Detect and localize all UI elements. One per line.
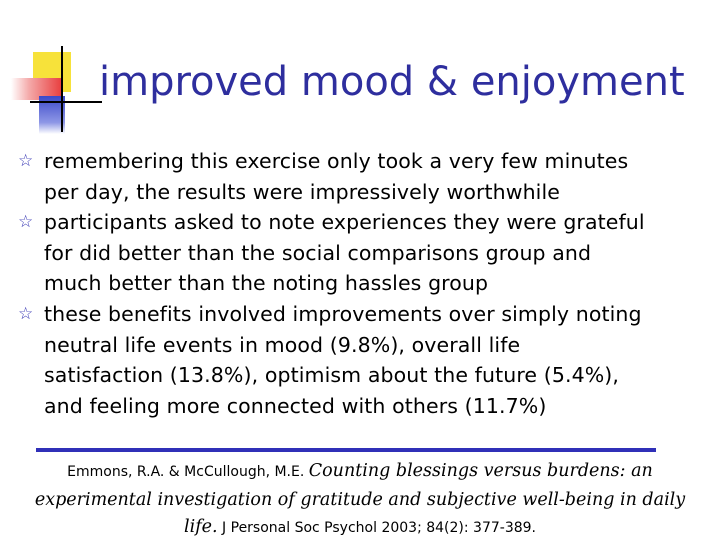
- bullet-item: ☆ these benefits involved improvements o…: [18, 299, 718, 421]
- bullet-list: ☆ remembering this exercise only took a …: [18, 146, 718, 421]
- bullet-item: ☆ participants asked to note experiences…: [18, 207, 718, 299]
- citation-title-line3: life.: [184, 517, 218, 537]
- bullet-item: ☆ remembering this exercise only took a …: [18, 146, 718, 207]
- divider-rule: [36, 448, 656, 452]
- bullet-text: remembering this exercise only took a ve…: [44, 149, 629, 204]
- citation-authors: Emmons, R.A. & McCullough, M.E.: [67, 464, 309, 480]
- bullet-text: participants asked to note experiences t…: [44, 210, 645, 296]
- slide-title: improved mood & enjoyment: [99, 59, 685, 105]
- decorative-red-bar: [11, 78, 63, 100]
- star-bullet-icon: ☆: [18, 212, 34, 233]
- citation-title-line1: Counting blessings versus burdens: an: [308, 461, 653, 481]
- star-bullet-icon: ☆: [18, 151, 34, 171]
- star-bullet-icon: ☆: [18, 303, 34, 324]
- bullet-text: these benefits involved improvements ove…: [44, 301, 642, 418]
- decorative-horizontal-line: [30, 101, 102, 103]
- citation-title-line2: experimental investigation of gratitude …: [34, 489, 686, 510]
- citation-journal: J Personal Soc Psychol 2003; 84(2): 377-…: [217, 520, 536, 536]
- decorative-vertical-line: [61, 46, 63, 132]
- citation: Emmons, R.A. & McCullough, M.E. Counting…: [0, 458, 720, 543]
